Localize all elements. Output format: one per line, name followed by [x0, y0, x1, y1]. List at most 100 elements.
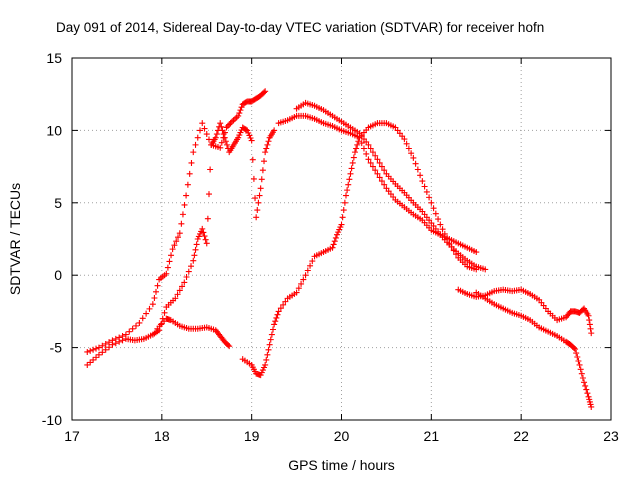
data-point — [435, 216, 442, 223]
data-point — [248, 137, 255, 144]
data-point — [572, 346, 579, 353]
data-point — [408, 150, 415, 157]
data-point — [369, 163, 376, 170]
data-point — [255, 199, 262, 206]
data-point — [482, 266, 489, 273]
data-point — [268, 331, 275, 338]
data-point — [151, 295, 158, 302]
data-point — [238, 104, 245, 111]
data-point — [576, 361, 583, 368]
data-point — [171, 242, 178, 249]
data-point — [95, 344, 102, 351]
data-point — [258, 176, 265, 183]
data-point — [191, 252, 198, 259]
data-point — [304, 267, 311, 274]
data-point — [367, 159, 374, 166]
data-point — [307, 262, 314, 269]
data-point — [582, 382, 589, 389]
data-point — [178, 220, 185, 227]
data-point — [586, 321, 593, 328]
data-point — [219, 127, 226, 134]
data-point — [143, 310, 150, 317]
data-point — [166, 258, 173, 265]
data-point — [203, 240, 210, 247]
data-point — [224, 123, 231, 130]
y-tick-label: 15 — [46, 50, 62, 66]
data-point — [217, 120, 224, 127]
data-point — [220, 131, 227, 138]
data-point — [204, 215, 211, 222]
y-axis-label: SDTVAR / TECUs — [7, 183, 23, 295]
data-point — [570, 344, 577, 351]
data-point — [201, 125, 208, 132]
data-point — [439, 226, 446, 233]
data-point — [252, 195, 259, 202]
data-point — [199, 225, 206, 232]
data-point — [126, 328, 133, 335]
data-point — [226, 343, 233, 350]
data-point — [403, 140, 410, 147]
data-point — [369, 149, 376, 156]
data-point — [192, 246, 199, 253]
data-point — [181, 279, 188, 286]
data-point — [401, 136, 408, 143]
data-point — [223, 141, 230, 148]
series-track-g — [455, 286, 595, 337]
data-point — [578, 370, 585, 377]
data-point — [270, 326, 277, 333]
data-point — [267, 336, 274, 343]
data-point — [329, 244, 336, 251]
data-point — [345, 181, 352, 188]
data-point — [365, 141, 372, 148]
data-point — [588, 403, 595, 410]
data-point — [428, 199, 435, 206]
data-point — [261, 89, 268, 96]
data-point — [250, 175, 257, 182]
data-point — [265, 138, 272, 145]
data-point — [264, 141, 271, 148]
data-point — [237, 107, 244, 114]
data-point — [372, 152, 379, 159]
data-point — [95, 351, 102, 358]
data-point — [358, 140, 365, 147]
y-tick-label: 5 — [54, 195, 62, 211]
data-point — [581, 379, 588, 386]
y-tick-label: -5 — [50, 340, 63, 356]
data-point — [119, 337, 126, 344]
data-point — [116, 338, 123, 345]
data-point — [136, 319, 143, 326]
data-point — [574, 354, 581, 361]
data-point — [350, 154, 357, 161]
data-point — [201, 233, 208, 240]
data-point — [417, 172, 424, 179]
data-point — [298, 280, 305, 287]
data-point — [235, 112, 242, 119]
data-point — [363, 150, 370, 157]
data-point — [275, 308, 282, 315]
x-axis-label: GPS time / hours — [288, 457, 395, 473]
series-track-f — [293, 99, 489, 273]
data-point — [174, 291, 181, 298]
data-point — [190, 149, 197, 156]
data-point — [161, 309, 168, 316]
data-point — [186, 170, 193, 177]
data-point — [332, 234, 339, 241]
axis-layer: 17 18 19 20 21 22 23 -10 -5 0 5 10 15 — [42, 50, 619, 444]
data-point — [163, 270, 170, 277]
data-point — [405, 145, 412, 152]
data-point — [341, 199, 348, 206]
data-point — [376, 174, 383, 181]
data-point — [93, 345, 100, 352]
data-point — [378, 163, 385, 170]
data-point — [199, 120, 206, 127]
data-point — [339, 214, 346, 221]
data-point — [253, 214, 260, 221]
data-point — [154, 282, 161, 289]
data-point — [112, 340, 119, 347]
data-layer — [84, 88, 595, 410]
data-point — [381, 181, 388, 188]
data-point — [205, 136, 212, 143]
data-point — [331, 238, 338, 245]
data-point — [583, 386, 590, 393]
data-point — [188, 263, 195, 270]
